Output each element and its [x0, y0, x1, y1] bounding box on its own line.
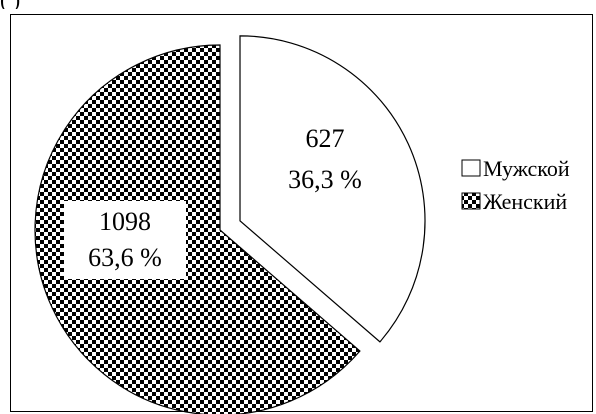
legend: Мужской Женский [461, 156, 570, 214]
legend-swatch-female [461, 192, 481, 210]
male-count-label: 627 [306, 124, 345, 153]
legend-label-female: Женский [483, 189, 567, 214]
legend-label-male: Мужской [483, 156, 570, 181]
chart-frame [10, 14, 593, 412]
pie-slice-female [34, 44, 361, 414]
pie-slice-male [239, 35, 426, 343]
legend-swatch-male [461, 159, 481, 177]
header-fragment: ( ) [0, 0, 596, 9]
male-percent-label: 36,3 % [288, 165, 362, 194]
female-count-label: 1098 [99, 207, 151, 236]
female-percent-label: 63,6 % [88, 243, 162, 272]
female-label-box [64, 201, 186, 279]
